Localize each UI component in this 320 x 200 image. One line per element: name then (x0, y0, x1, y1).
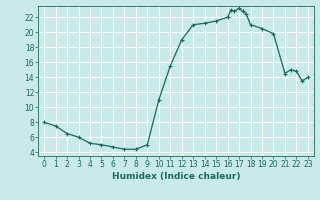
X-axis label: Humidex (Indice chaleur): Humidex (Indice chaleur) (112, 172, 240, 181)
